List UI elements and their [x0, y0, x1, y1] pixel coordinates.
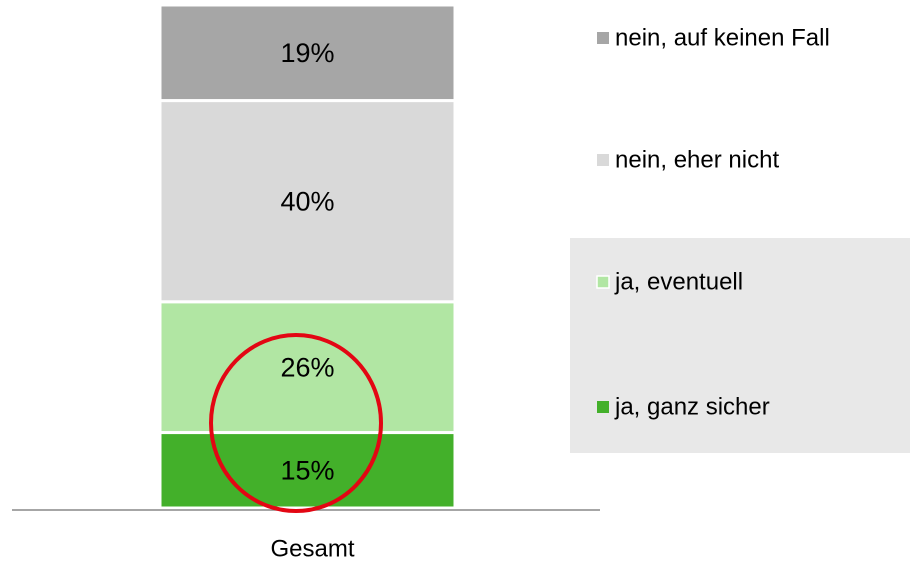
legend-label: nein, eher nicht: [615, 146, 779, 173]
legend-swatch: [596, 275, 610, 289]
bar-segment: [158, 99, 457, 304]
legend-swatch: [597, 401, 609, 413]
x-tick-label: Gesamt: [270, 535, 354, 561]
legend-swatch: [597, 32, 609, 44]
data-label: 15%: [280, 455, 334, 485]
legend-highlight: [570, 238, 910, 453]
legend-label: ja, eventuell: [614, 268, 743, 295]
highlight-circle: [209, 333, 383, 513]
legend-swatch: [597, 154, 609, 166]
data-label: 26%: [280, 352, 334, 382]
legend-label: nein, auf keinen Fall: [615, 24, 830, 51]
bar-segment: [158, 431, 457, 510]
legend-label: ja, ganz sicher: [614, 393, 770, 420]
data-label: 40%: [280, 186, 334, 216]
bar-segment: [158, 3, 457, 103]
data-label: 19%: [280, 38, 334, 68]
